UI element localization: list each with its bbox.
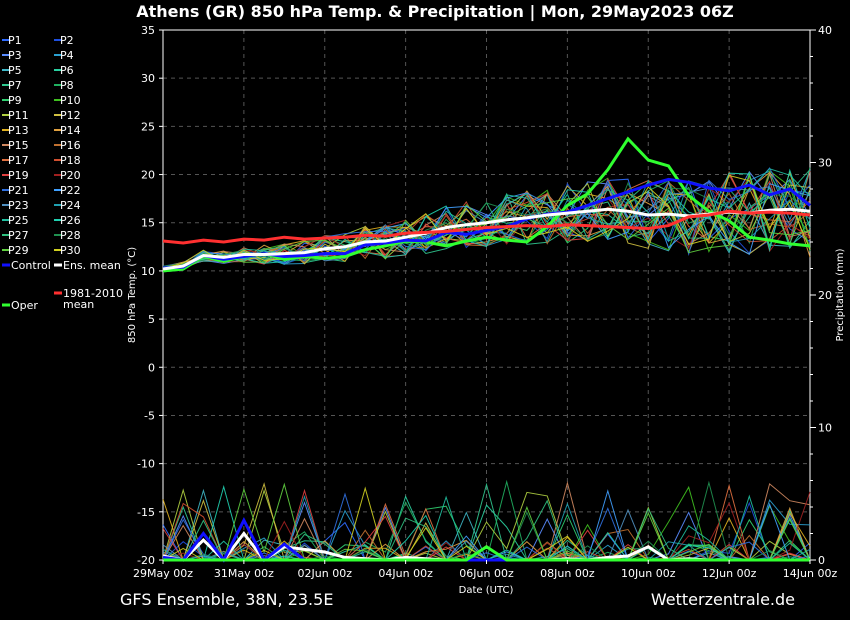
member-line-p30	[162, 174, 811, 270]
legend-label: P4	[60, 49, 74, 62]
legend-label: P21	[8, 184, 29, 197]
y-tick-label: 15	[141, 217, 155, 230]
legend-label: mean	[63, 298, 94, 311]
legend-label: P2	[60, 34, 74, 47]
y2-tick-label: 10	[818, 422, 832, 435]
legend-label: P28	[60, 229, 81, 242]
legend-label: Oper	[11, 299, 38, 312]
legend-label: P3	[8, 49, 22, 62]
grid	[163, 30, 810, 560]
legend-label: Ens. mean	[63, 259, 121, 272]
legend-label: P9	[8, 94, 22, 107]
x-axis-label: Date (UTC)	[459, 585, 514, 596]
legend-label: P22	[60, 184, 81, 197]
legend-label: P6	[60, 64, 74, 77]
member-line-p14	[162, 171, 811, 268]
y-tick-label: -5	[144, 409, 155, 422]
legend-label: P15	[8, 139, 29, 152]
y-tick-label: 0	[148, 361, 155, 374]
y-tick-label: 25	[141, 120, 155, 133]
y-tick-label: 20	[141, 169, 155, 182]
legend-label: P24	[60, 199, 81, 212]
y-tick-label: -15	[137, 506, 155, 519]
legend-label: P11	[8, 109, 29, 122]
legend-label: P19	[8, 169, 29, 182]
legend-label: P26	[60, 214, 81, 227]
y-tick-label: 5	[148, 313, 155, 326]
x-tick-label: 04Jun 00z	[378, 567, 433, 580]
footer-left: GFS Ensemble, 38N, 23.5E	[120, 590, 333, 609]
y-tick-label: 30	[141, 72, 155, 85]
legend-label: P1	[8, 34, 22, 47]
y2-axis-label: Precipitation (mm)	[835, 248, 846, 341]
x-tick-label: 12Jun 00z	[702, 567, 757, 580]
legend-label: P29	[8, 244, 29, 257]
legend-label: P13	[8, 124, 29, 137]
legend-label: P30	[60, 244, 81, 257]
legend-label: P25	[8, 214, 29, 227]
x-tick-label: 02Jun 00z	[298, 567, 353, 580]
chart-title: Athens (GR) 850 hPa Temp. & Precipitatio…	[136, 2, 734, 22]
y2-tick-label: 40	[818, 24, 832, 37]
legend-label: P7	[8, 79, 22, 92]
y-tick-label: 10	[141, 265, 155, 278]
y-axis-ticks: 35 30 25 20 15 10 5 0 -5 -10 -15 -20	[137, 24, 163, 567]
legend-label: P23	[8, 199, 29, 212]
temp-line-1981-2010-mean	[162, 209, 811, 245]
member-line-p15	[162, 172, 811, 268]
legend-label: Control	[11, 259, 51, 272]
x-tick-label: 06Jun 00z	[459, 567, 514, 580]
y2-tick-label: 20	[818, 289, 832, 302]
legend-label: 1981-2010	[63, 287, 123, 300]
legend-label: P17	[8, 154, 29, 167]
x-axis-ticks: 29May 00z 31May 00z 02Jun 00z 04Jun 00z 06Ju…	[133, 560, 837, 580]
y2-tick-label: 30	[818, 157, 832, 170]
legend-label: P12	[60, 109, 81, 122]
legend-label: P20	[60, 169, 81, 182]
x-tick-label: 31May 00z	[214, 567, 274, 580]
x-tick-label: 14Jun 00z	[783, 567, 838, 580]
x-tick-label: 08Jun 00z	[540, 567, 595, 580]
highlight-series	[162, 136, 811, 563]
legend-label: P14	[60, 124, 81, 137]
y-tick-label: -10	[137, 458, 155, 471]
x-tick-label: 10Jun 00z	[621, 567, 676, 580]
x-tick-label: 29May 00z	[133, 567, 193, 580]
legend-label: P18	[60, 154, 81, 167]
y2-tick-label: 0	[818, 554, 825, 567]
legend-label: P16	[60, 139, 81, 152]
legend-label: P10	[60, 94, 81, 107]
y-tick-label: -20	[137, 554, 155, 567]
legend: P1 P2 P3 P4 P5 P6 P7 P8 P9 P10 P11 P12 P13 P14 P15 P16 P…	[2, 34, 123, 312]
legend-label: P5	[8, 64, 22, 77]
footer-right: Wetterzentrale.de	[651, 590, 795, 609]
legend-label: P8	[60, 79, 74, 92]
y-axis-label: 850 hPa Temp. (°C)	[127, 247, 138, 343]
legend-label: P27	[8, 229, 29, 242]
y2-axis-ticks: 40 30 20 10 0	[810, 24, 832, 567]
precip-line-oper	[163, 545, 810, 562]
y-tick-label: 35	[141, 24, 155, 37]
